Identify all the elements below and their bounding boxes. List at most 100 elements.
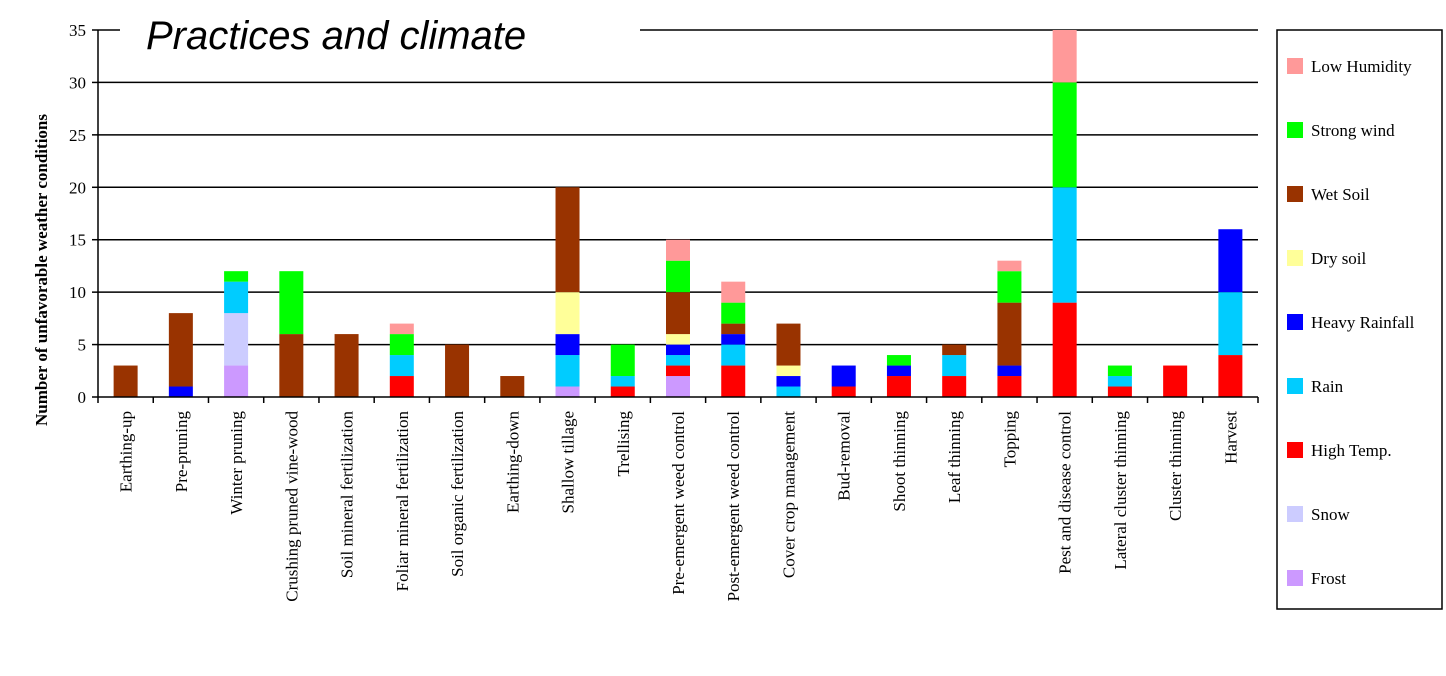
- bar-segment: [224, 281, 249, 314]
- legend-label: Dry soil: [1311, 249, 1367, 268]
- legend-swatch: [1287, 314, 1303, 330]
- y-tick-labels: 0 5 10 15 20 25 30 35: [69, 21, 86, 407]
- chart-title: Practices and climate: [146, 14, 526, 58]
- x-tick-label: Soil organic fertilization: [448, 411, 467, 577]
- bar-segment: [1107, 376, 1132, 387]
- bar-segment: [113, 365, 138, 397]
- legend-label: Snow: [1311, 505, 1350, 524]
- legend-label: Wet Soil: [1311, 185, 1370, 204]
- x-tick-label: Foliar mineral fertilization: [393, 411, 412, 592]
- bar-segment: [1218, 292, 1243, 356]
- bar-segment: [721, 281, 746, 303]
- bar-segment: [610, 386, 635, 397]
- bar-segment: [721, 344, 746, 366]
- legend-swatch: [1287, 570, 1303, 586]
- bar-segment: [942, 344, 967, 356]
- bar-segment: [555, 386, 580, 397]
- bar-segment: [555, 187, 580, 293]
- x-tick-label: Lateral cluster thinning: [1111, 411, 1130, 570]
- bar-segment: [886, 365, 911, 377]
- y-tick-label: 30: [69, 73, 86, 92]
- x-tick-label: Pre-pruning: [172, 411, 191, 493]
- bar-segment: [776, 386, 801, 397]
- bar-segment: [1052, 82, 1077, 188]
- bar-segment: [997, 302, 1022, 366]
- legend-swatch: [1287, 58, 1303, 74]
- legend-label: Rain: [1311, 377, 1344, 396]
- bar-segment: [1052, 302, 1077, 397]
- bar-segment: [666, 239, 690, 261]
- legend-swatch: [1287, 378, 1303, 394]
- bar-segment: [942, 376, 967, 397]
- x-tick-label: Post-emergent weed control: [724, 411, 743, 602]
- bar-segment: [168, 313, 193, 387]
- bar-segment: [997, 365, 1022, 377]
- bar-segment: [555, 355, 580, 387]
- y-tick-label: 25: [69, 126, 86, 145]
- x-tick-label: Pre-emergent weed control: [669, 411, 688, 595]
- bar-segment: [1163, 365, 1188, 397]
- x-tick-label: Shallow tillage: [559, 411, 578, 513]
- x-tick-label: Pest and disease control: [1056, 411, 1075, 574]
- x-tick-label: Cluster thinning: [1166, 411, 1185, 522]
- y-tick-label: 10: [69, 283, 86, 302]
- bar-segment: [389, 355, 414, 377]
- bar-segment: [1218, 229, 1243, 293]
- bar-segment: [666, 344, 690, 356]
- bar-segment: [831, 365, 856, 387]
- bar-segment: [1052, 30, 1077, 83]
- bar-segment: [279, 334, 304, 397]
- title-background: [120, 10, 640, 60]
- bar-segment: [776, 365, 801, 377]
- legend-swatch: [1287, 442, 1303, 458]
- x-tick-label: Bud-removal: [835, 411, 854, 501]
- bars: [113, 30, 1243, 397]
- legend-box: [1276, 29, 1443, 610]
- bar-segment: [886, 355, 911, 366]
- bar-segment: [1218, 355, 1243, 397]
- bar-segment: [224, 271, 249, 282]
- x-tick-label: Earthing-down: [503, 411, 522, 513]
- bar-segment: [666, 292, 690, 335]
- bar-segment: [334, 334, 359, 397]
- bar-segment: [721, 323, 746, 335]
- bar-segment: [279, 271, 304, 335]
- bar-segment: [224, 365, 249, 397]
- bar-segment: [500, 376, 525, 397]
- bar-segment: [776, 376, 801, 387]
- y-tick-label: 20: [69, 178, 86, 197]
- legend-label: High Temp.: [1311, 441, 1392, 460]
- bar-segment: [389, 334, 414, 356]
- x-tick-label: Topping: [1000, 411, 1019, 468]
- bar-segment: [997, 376, 1022, 397]
- bar-segment: [1107, 386, 1132, 397]
- bar-segment: [666, 376, 690, 397]
- bar-segment: [555, 292, 580, 335]
- bar-segment: [666, 260, 690, 293]
- bar-segment: [831, 386, 856, 397]
- bar-segment: [389, 376, 414, 397]
- y-tick-label: 5: [78, 336, 87, 355]
- bar-segment: [997, 271, 1022, 303]
- bar-segment: [168, 386, 193, 397]
- bar-segment: [389, 323, 414, 335]
- x-tick-label: Trellising: [614, 411, 633, 477]
- legend-label: Frost: [1311, 569, 1346, 588]
- bar-segment: [445, 344, 470, 397]
- legend-swatch: [1287, 122, 1303, 138]
- bar-segment: [721, 334, 746, 345]
- legend-swatch: [1287, 250, 1303, 266]
- y-tick-label: 15: [69, 231, 86, 250]
- bar-segment: [1052, 187, 1077, 303]
- bar-segment: [666, 355, 690, 366]
- bar-segment: [942, 355, 967, 377]
- bar-segment: [666, 365, 690, 377]
- bar-segment: [610, 344, 635, 377]
- legend-swatch: [1287, 506, 1303, 522]
- x-tick-label: Soil mineral fertilization: [338, 411, 357, 579]
- bar-segment: [721, 302, 746, 324]
- legend-swatch: [1287, 186, 1303, 202]
- bar-segment: [1107, 365, 1132, 377]
- bar-segment: [555, 334, 580, 356]
